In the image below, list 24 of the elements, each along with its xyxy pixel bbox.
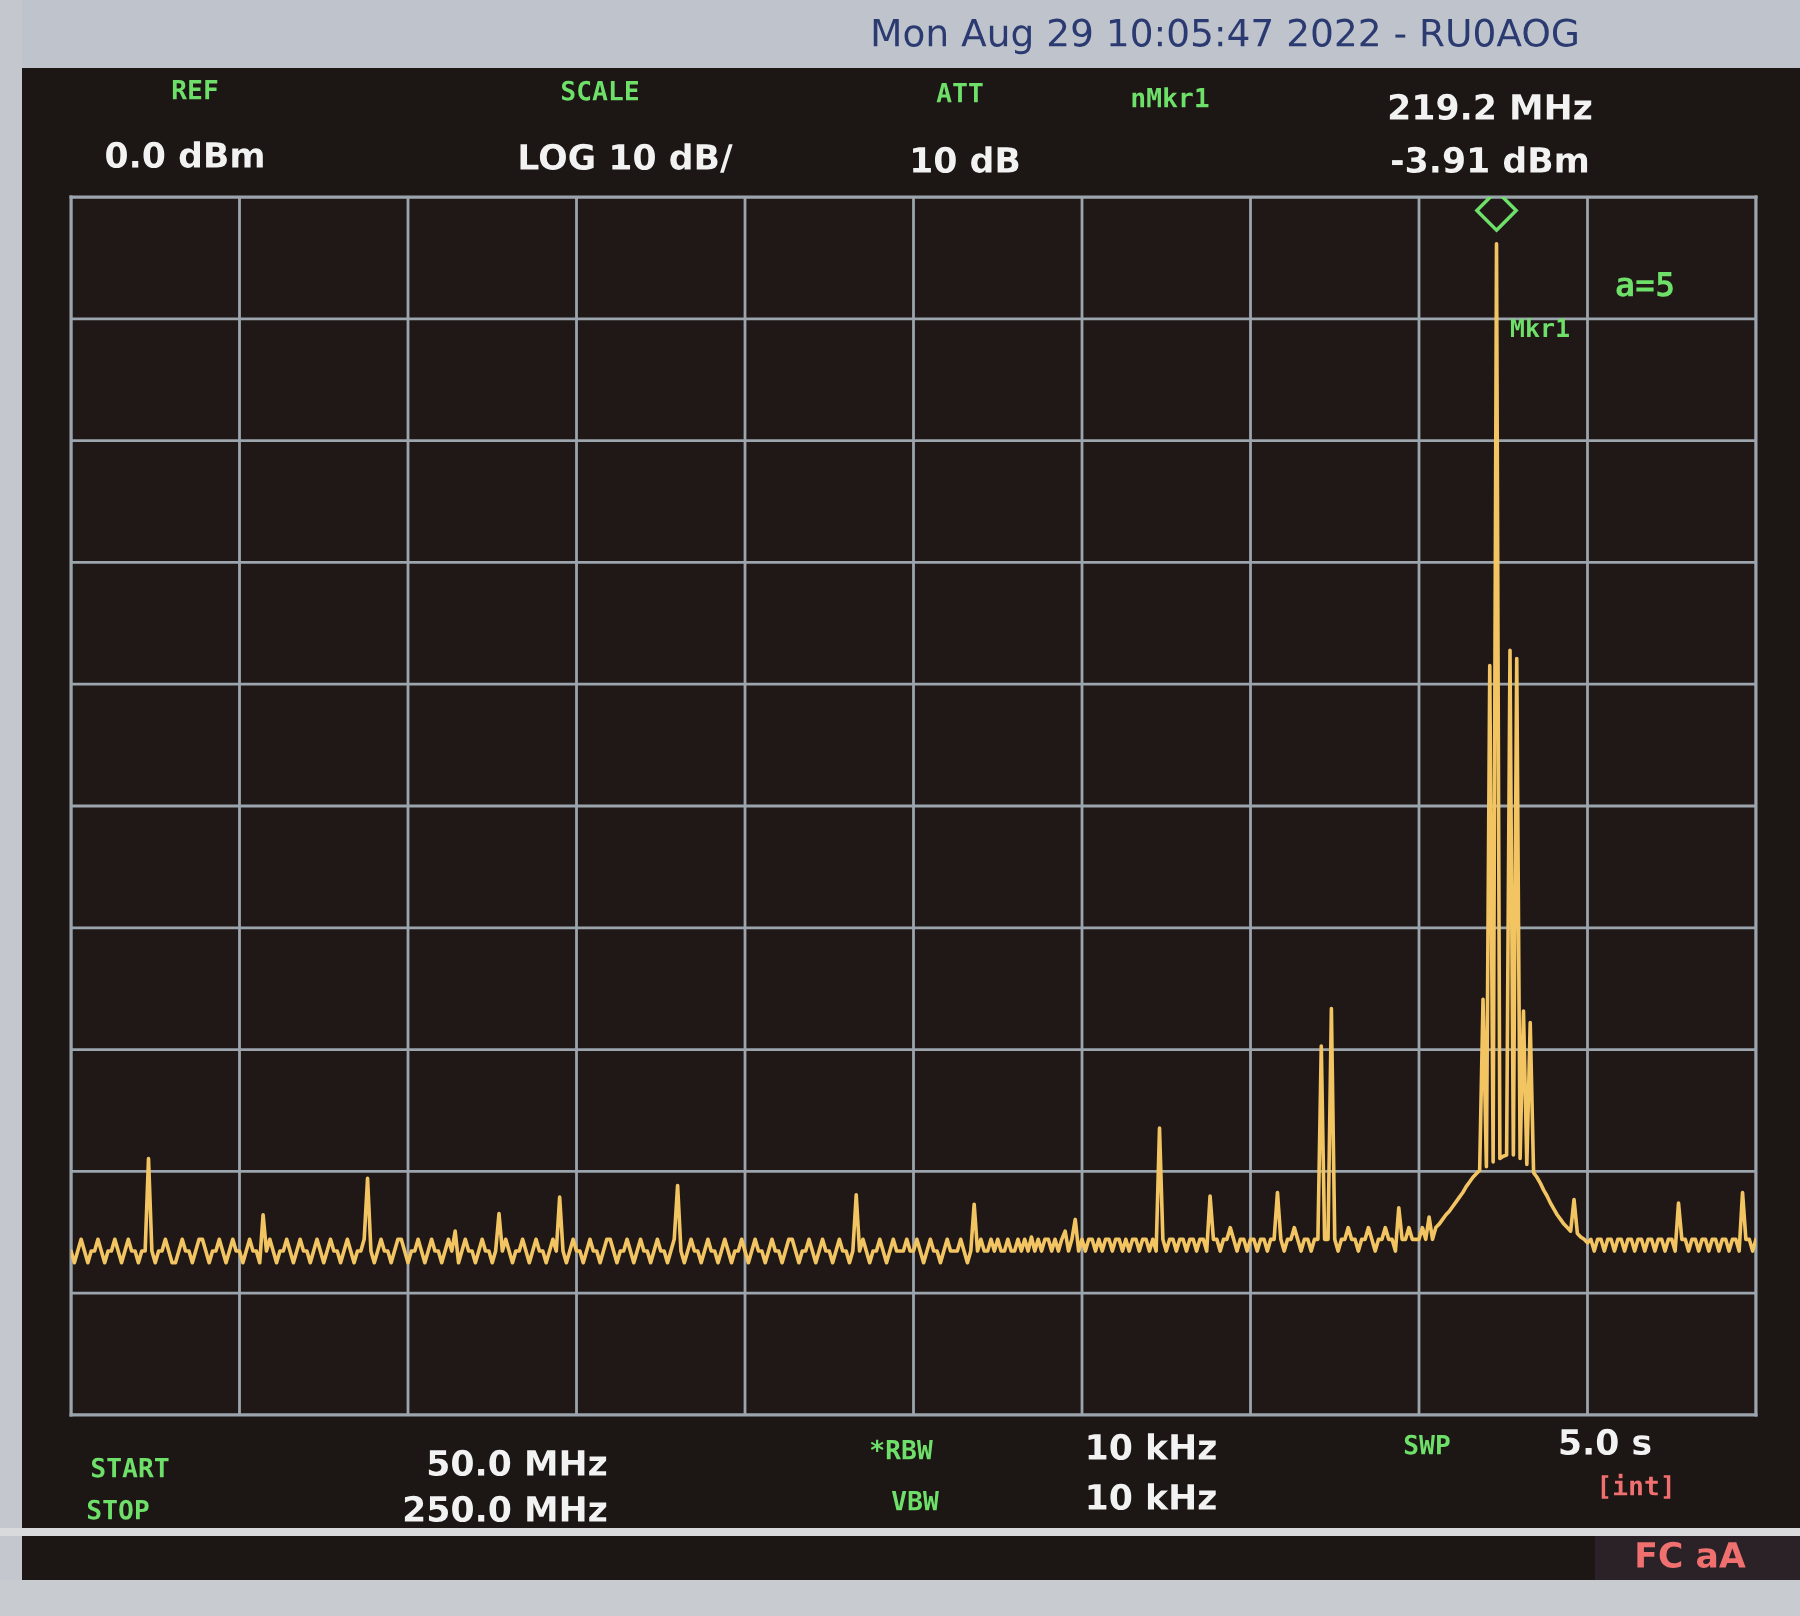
text: 10 dB [913,146,1019,174]
chart-title: Mon Aug 29 10:05:47 2022 - RU0AOG [873,18,1577,55]
text: 10 kHz [1088,1483,1216,1511]
text: REF [172,80,218,100]
text: SCALE [561,80,638,101]
annotation: Mkr1 [1510,317,1569,337]
text: START [91,1457,169,1478]
text: FC aA [1637,1541,1746,1569]
text: 5.0 s [1560,1428,1651,1456]
annotation: a=5 [1616,271,1673,297]
text: nMkr1 [1132,87,1209,108]
text: [int] [1601,1473,1671,1499]
text: ATT [936,83,983,103]
text: 0.0 dBm [106,141,263,169]
text: LOG 10 dB/ [520,143,733,173]
text: SWP [1404,1434,1450,1455]
text: VBW [891,1491,939,1511]
text: STOP [87,1499,149,1520]
text: *RBW [870,1439,933,1460]
text: 250.0 MHz [404,1495,607,1523]
text: 50.0 MHz [428,1449,607,1477]
text: 219.2 MHz [1389,93,1592,121]
text: -3.91 dBm [1392,146,1588,174]
text: 10 kHz [1088,1433,1216,1461]
